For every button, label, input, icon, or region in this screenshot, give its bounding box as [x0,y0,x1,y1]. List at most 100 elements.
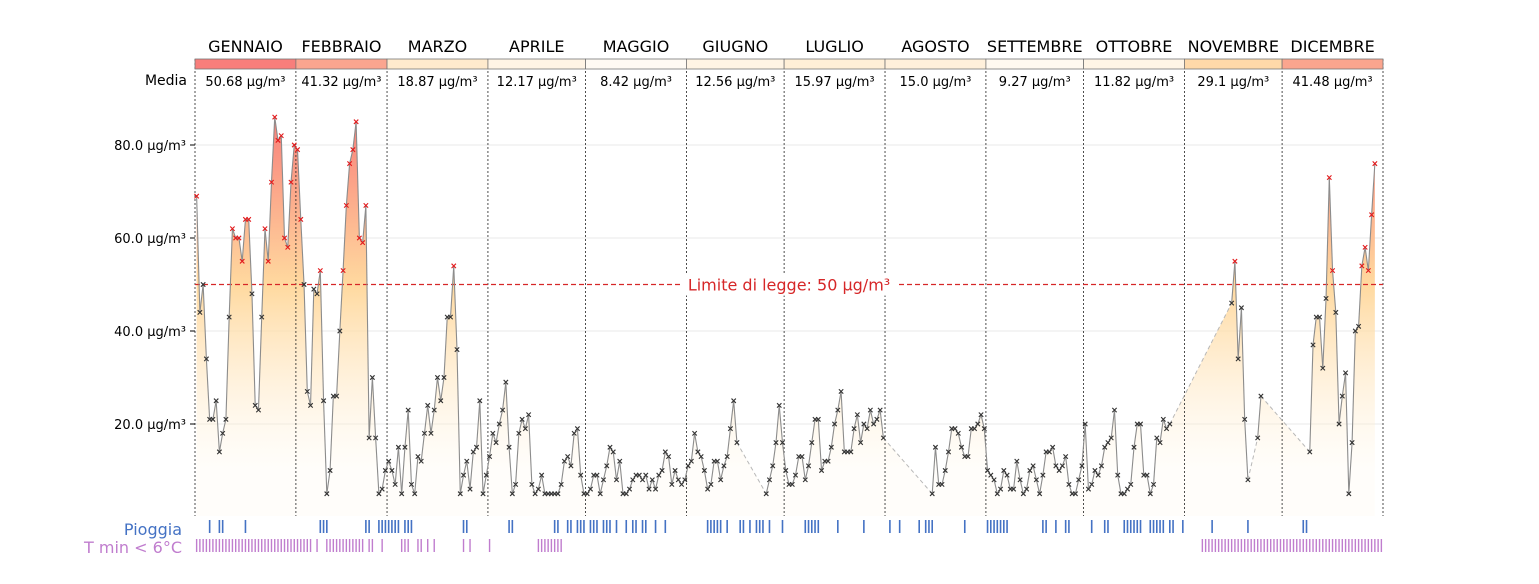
data-point-stroke [718,477,724,483]
series-segment [733,400,738,443]
data-point [734,440,740,446]
data-point [984,467,991,474]
data-point [343,202,349,209]
series-segment [684,465,689,480]
data-point-stroke [421,430,428,436]
series-segment [485,456,491,476]
month-mean-band [985,58,1084,70]
series-segment [1149,484,1155,494]
data-point-stroke [672,467,678,474]
data-point-stroke [519,416,525,422]
data-point [861,421,867,427]
series-segment [394,447,399,485]
series-segment [1110,409,1116,439]
data-point-stroke [347,161,353,167]
data-point [714,458,720,464]
series-segment [781,442,787,471]
data-point-stroke [1365,267,1371,274]
data-point [1092,467,1098,474]
data-point [376,491,382,497]
data-point [1040,472,1046,478]
data-point-stroke [343,202,349,209]
data-point-stroke [965,453,971,460]
data-point-stroke [1372,161,1378,167]
data-point-stroke [281,235,288,241]
month-name: SETTEMBRE [987,37,1083,56]
data-point-stroke [1076,477,1082,483]
data-point-stroke [428,430,434,436]
series-segment [668,456,673,485]
data-point [522,426,528,432]
data-point [978,412,984,418]
area-fill [196,117,1375,516]
data-point [880,435,886,441]
data-point-stroke [1105,440,1111,446]
series-segment [1367,214,1373,271]
data-point-stroke [203,356,209,362]
y-tick-label: 20.0 µg/m³ [114,418,186,433]
cold-label: T min < 6°C [83,538,182,557]
data-point-stroke [294,147,301,153]
data-point-stroke [858,440,864,446]
data-point [226,314,232,320]
data-point-stroke [1238,305,1245,311]
series-segment [840,391,845,452]
data-point-stroke [288,179,294,185]
series-segment [316,270,321,294]
data-point [229,226,236,232]
data-point [731,398,737,404]
series-segment [1159,419,1164,443]
series-segment [1039,475,1044,494]
data-point [490,430,496,436]
data-point-stroke [1108,435,1114,441]
data-point [431,407,437,413]
series-segment [1061,456,1067,467]
data-point [509,491,515,497]
series-segment [1019,479,1024,494]
data-point-stroke [252,402,258,408]
series-segment [238,237,243,262]
data-point [835,407,841,413]
data-point-stroke [226,314,232,320]
data-point-stroke [978,412,984,418]
data-point-stroke [587,486,594,492]
data-point [353,119,359,125]
data-point-stroke [734,440,740,446]
series-segment [531,484,536,494]
data-point [1144,472,1150,478]
series-segment [837,391,842,411]
data-point [792,472,799,478]
data-point [301,281,307,288]
data-point-stroke [861,421,867,427]
series-segment [205,358,211,420]
data-point-stroke [229,226,236,232]
series-segment [615,461,621,480]
series-segment [1341,372,1347,397]
data-point-stroke [679,481,685,488]
data-point [578,472,584,478]
data-point [783,467,789,474]
data-point [652,486,659,492]
data-point [1342,370,1349,376]
data-point [724,453,730,460]
y-tick-label: 60.0 µg/m³ [114,232,186,247]
data-point [1238,305,1245,311]
threshold-label: Limite di legge: 50 µg/m³ [688,276,890,295]
data-point [278,133,284,139]
data-point [389,467,395,474]
data-point [971,426,978,432]
series-segment [716,461,722,480]
data-point [366,435,372,441]
data-point-stroke [789,481,795,488]
month-header: GENNAIO 50.68 µg/m³ FEBBRAIO 41.32 µg/m³ MAR… [194,37,1384,90]
month-mean-value: 8.42 µg/m³ [600,75,672,90]
data-point-stroke [942,467,948,474]
data-point [379,486,385,492]
data-point [776,402,782,408]
series-segment [1348,442,1353,494]
data-point-stroke [246,216,252,222]
series-segment [720,465,725,480]
data-point [428,430,434,436]
month-mean-value: 15.97 µg/m³ [794,75,874,90]
data-point-stroke [337,328,343,334]
